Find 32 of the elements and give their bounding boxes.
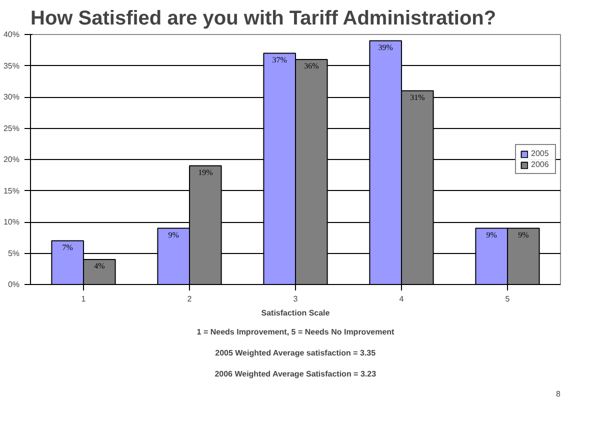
- x-tick-label: 4: [399, 294, 404, 304]
- y-tick-label: 25%: [3, 124, 20, 133]
- y-tick-label: 35%: [3, 61, 20, 70]
- y-tick-label: 20%: [3, 155, 20, 164]
- text: 2006 Weighted Average Satisfaction = 3.23: [214, 370, 377, 378]
- chart-title: How Satisfied are you with Tariff Administration?: [30, 8, 496, 30]
- x-tick-label: 2: [187, 294, 192, 304]
- data-label: 36%: [304, 62, 320, 70]
- y-tick-label: 30%: [3, 92, 20, 102]
- data-label: 39%: [378, 42, 394, 52]
- y-tick-label: 5%: [8, 248, 20, 258]
- data-label: 9%: [486, 230, 498, 240]
- y-tick-label: 0%: [8, 280, 20, 289]
- data-label: 9%: [518, 230, 530, 240]
- data-label: 31%: [410, 92, 426, 102]
- legend-label: 2005: [531, 149, 550, 158]
- y-tick-label: 10%: [3, 218, 20, 226]
- data-label: 7%: [62, 242, 74, 252]
- x-tick-label: 5: [505, 294, 510, 304]
- y-tick-label: 40%: [3, 30, 20, 39]
- x-tick-label: 3: [293, 294, 298, 304]
- text: 1 = Needs Improvement, 5 = Needs No Improvement: [196, 328, 395, 336]
- x-tick-label: 1: [81, 294, 86, 304]
- data-label: 19%: [198, 168, 214, 177]
- y-tick-label: 15%: [3, 186, 20, 196]
- text: 8: [556, 390, 562, 398]
- text: 2005 Weighted Average satisfaction = 3.35: [215, 348, 376, 358]
- data-label: 4%: [94, 262, 106, 270]
- x-axis-title: Satisfaction Scale: [261, 308, 330, 318]
- data-label: 9%: [168, 230, 180, 240]
- data-label: 37%: [272, 55, 288, 64]
- legend-label: 2006: [531, 160, 550, 169]
